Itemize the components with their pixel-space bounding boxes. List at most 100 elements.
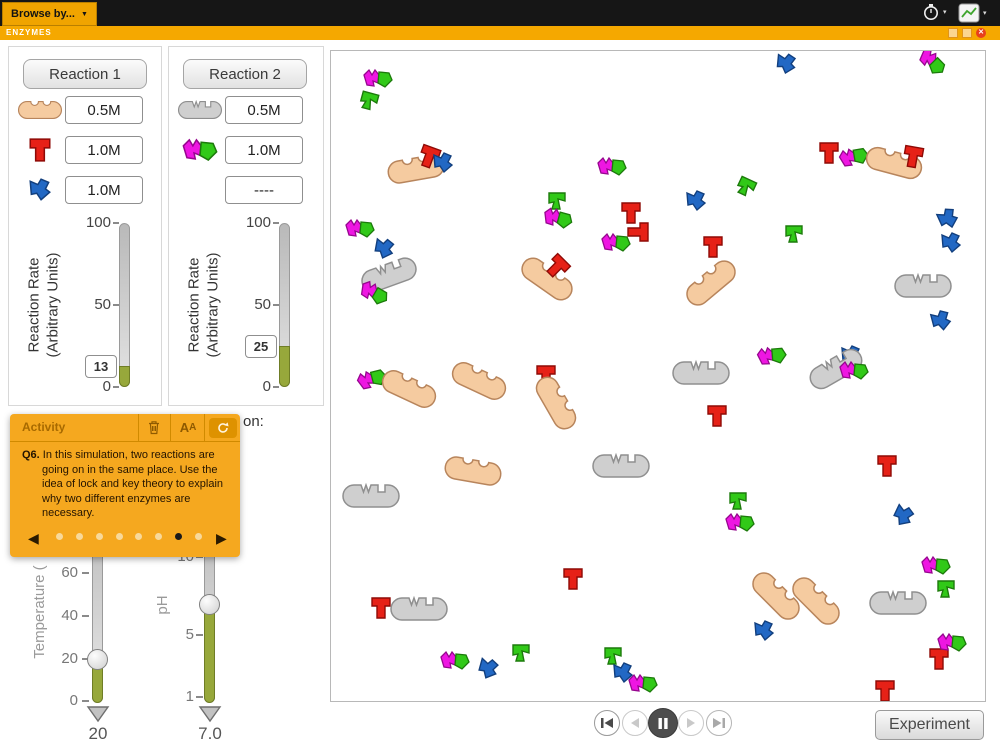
reaction-2-rate-fill — [279, 346, 290, 387]
tick-line — [82, 700, 89, 702]
particle-sub-green — [604, 647, 622, 665]
particle-sub-red — [621, 202, 641, 224]
next-page-arrow-icon[interactable]: ▶ — [216, 530, 227, 546]
particle-sub-green — [729, 492, 747, 510]
restore-icon[interactable] — [948, 28, 958, 38]
chevron-down-icon: ▼ — [80, 10, 88, 18]
particle-enzyme2 — [869, 591, 927, 615]
tick-line — [113, 304, 119, 306]
divider — [204, 414, 205, 441]
particle-enzyme1 — [448, 358, 510, 404]
tick-line — [273, 304, 279, 306]
substrate-blue-concentration-input[interactable] — [65, 176, 143, 204]
stopwatch-tool-button[interactable]: ▾ — [922, 3, 947, 21]
particle-pair-mg — [440, 651, 470, 670]
trash-icon[interactable] — [144, 418, 164, 437]
tick-line — [113, 222, 119, 224]
ph-pointer-icon[interactable] — [198, 706, 222, 723]
particle-sub-green — [785, 225, 803, 243]
reaction-1-substrate-row — [15, 135, 155, 165]
particle-enzyme1 — [378, 366, 440, 412]
particle-enzyme2 — [390, 597, 448, 621]
particle-field — [342, 45, 967, 702]
reset-icon[interactable] — [209, 418, 237, 438]
particle-sub-blue — [890, 502, 917, 529]
ph-slider-handle[interactable] — [199, 594, 220, 615]
page-dot-2[interactable] — [75, 533, 83, 540]
browse-by-button[interactable]: Browse by... ▼ — [2, 2, 97, 26]
simulation-canvas[interactable] — [330, 45, 986, 702]
tick-line — [196, 696, 203, 698]
enzyme-1-concentration-input[interactable] — [65, 96, 143, 124]
window-titlebar: ENZYMES ✕ — [0, 26, 1000, 40]
step-forward-button[interactable] — [678, 710, 704, 736]
reaction-1-rate-track[interactable] — [119, 223, 130, 387]
reaction-2-button[interactable]: Reaction 2 — [183, 59, 307, 89]
particle-pair-mg — [345, 219, 375, 238]
divider — [170, 414, 171, 441]
unused-concentration-input[interactable] — [225, 176, 303, 204]
ph-axis-label: pH — [154, 595, 171, 615]
reaction-1-rate-value[interactable]: 13 — [85, 355, 117, 378]
enzyme-2-concentration-input[interactable] — [225, 96, 303, 124]
rate-tick-0: 0 — [262, 378, 271, 395]
substrate-magenta-green-concentration-input[interactable] — [225, 136, 303, 164]
particle-sub-blue — [686, 190, 706, 211]
particle-sub-red — [703, 236, 723, 258]
previous-page-arrow-icon[interactable]: ◀ — [28, 530, 39, 546]
reaction-2-panel: Reaction 2 Reaction Rate (Arbitrary Unit… — [168, 46, 324, 406]
particle-sub-blue — [929, 308, 953, 333]
reaction-2-rate-value[interactable]: 25 — [245, 335, 277, 358]
enzyme-tan-icon — [15, 99, 65, 121]
step-back-icon — [631, 718, 639, 728]
particle-sub-blue — [475, 655, 501, 682]
page-dot-5[interactable] — [135, 533, 143, 540]
page-dot-4[interactable] — [115, 533, 123, 540]
particle-enzyme1 — [531, 372, 581, 434]
temperature-pointer-icon[interactable] — [86, 706, 110, 723]
particle-sub-green — [512, 644, 530, 662]
particle-pair-mg — [837, 144, 871, 170]
page-dot-7[interactable] — [175, 533, 183, 540]
top-toolbar: Browse by... ▼ ▾ ▾ — [0, 0, 1000, 26]
particle-sub-blue — [935, 205, 961, 232]
popout-icon[interactable] — [962, 28, 972, 38]
reaction-1-button[interactable]: Reaction 1 — [23, 59, 147, 89]
chevron-down-icon: ▾ — [943, 9, 947, 16]
tick-line — [113, 386, 119, 388]
particle-pair-mg — [915, 45, 950, 79]
skip-to-start-button[interactable] — [594, 710, 620, 736]
temp-tick-0: 0 — [69, 692, 78, 709]
reaction-1-rate-fill — [119, 366, 130, 387]
experiment-button[interactable]: Experiment — [875, 710, 984, 740]
particle-sub-blue — [754, 620, 774, 641]
chart-tool-button[interactable]: ▾ — [958, 3, 987, 23]
skip-to-end-button[interactable] — [706, 710, 732, 736]
particle-enzyme2 — [592, 454, 650, 478]
question-number: Q6. — [22, 449, 40, 461]
particle-sub-green — [734, 175, 758, 199]
particle-sub-blue — [372, 236, 396, 261]
step-back-button[interactable] — [622, 710, 648, 736]
pause-icon — [658, 717, 668, 729]
temperature-slider-handle[interactable] — [87, 649, 108, 670]
stopwatch-icon — [924, 4, 938, 20]
substrate-red-concentration-input[interactable] — [65, 136, 143, 164]
page-dot-1[interactable] — [56, 533, 63, 540]
activity-popup-title: Activity — [22, 420, 66, 434]
page-dot-6[interactable] — [155, 533, 163, 540]
particle-sub-red — [877, 455, 897, 477]
chevron-down-icon: ▾ — [983, 10, 987, 17]
product-magenta-green-icon — [175, 137, 225, 163]
page-dot-8[interactable] — [194, 533, 202, 540]
close-icon[interactable]: ✕ — [976, 28, 986, 38]
page-dot-3[interactable] — [95, 533, 103, 540]
particle-pair-mg — [937, 633, 967, 652]
particle-sub-green — [358, 90, 380, 112]
pause-button[interactable] — [648, 708, 678, 738]
particle-enzyme2 — [672, 361, 730, 385]
covered-heading-fragment: on: — [243, 413, 264, 430]
